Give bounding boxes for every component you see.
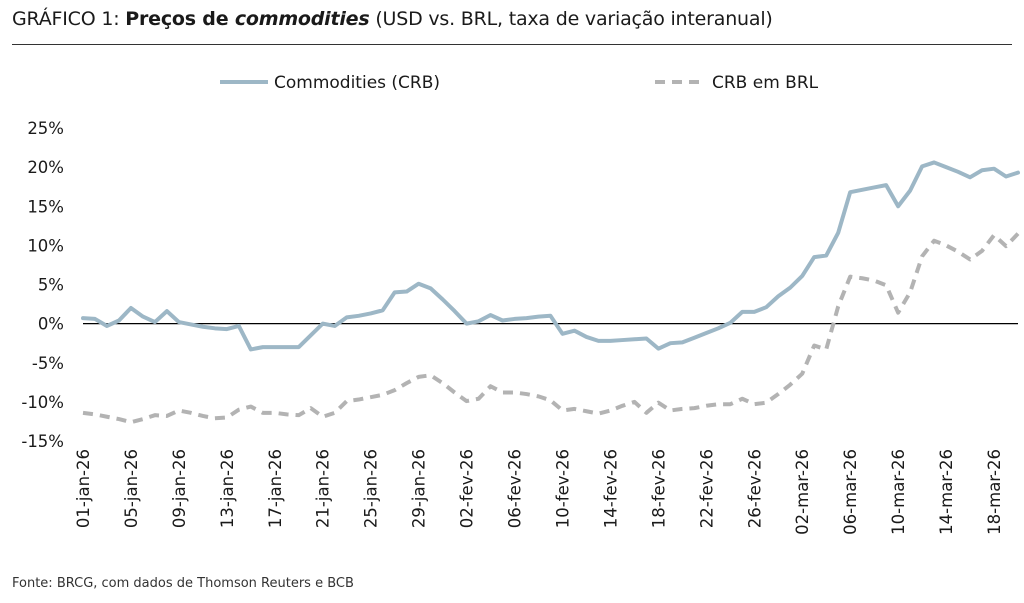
x-tick-label: 02-mar-26 — [793, 449, 812, 535]
y-tick-label: -5% — [32, 354, 64, 373]
x-tick-label: 25-jan-26 — [362, 449, 381, 528]
x-tick-label: 06-mar-26 — [841, 449, 860, 535]
x-tick-label: 14-mar-26 — [937, 449, 956, 535]
x-tick-label: 21-jan-26 — [314, 449, 333, 528]
legend-label: CRB em BRL — [712, 73, 819, 93]
x-tick-label: 18-fev-26 — [649, 449, 668, 528]
x-tick-label: 29-jan-26 — [410, 449, 429, 528]
title-bold-italic: commodities — [234, 8, 370, 30]
x-tick-label: 02-fev-26 — [458, 449, 477, 528]
x-tick-label: 13-jan-26 — [218, 449, 237, 528]
x-tick-label: 10-fev-26 — [553, 449, 572, 528]
x-axis: 01-jan-26 05-jan-26 09-jan-26 13-jan-26 17-j… — [74, 449, 1004, 535]
plot-area — [81, 160, 1020, 425]
commodities-chart: Commodities (CRB) CRB em BRL -15% -10% -5% 0… — [21, 73, 1020, 535]
y-axis: -15% -10% -5% 0% 5% 10% 15% 20% 25% — [21, 119, 64, 451]
y-tick-label: 20% — [27, 158, 64, 177]
y-tick-label: -10% — [21, 393, 64, 412]
x-tick-label: 17-jan-26 — [266, 449, 285, 528]
legend-label: Commodities (CRB) — [274, 73, 440, 93]
y-tick-label: -15% — [21, 432, 64, 451]
title-bold: Preços de — [125, 8, 235, 30]
title-divider — [12, 44, 1012, 45]
x-tick-label: 18-mar-26 — [985, 449, 1004, 535]
y-tick-label: 0% — [38, 315, 64, 334]
y-tick-label: 5% — [38, 276, 64, 295]
series-line-crb-brl — [82, 232, 1020, 425]
series-line-crb — [81, 160, 1020, 352]
x-tick-label: 14-fev-26 — [601, 449, 620, 528]
x-tick-label: 26-fev-26 — [745, 449, 764, 528]
x-tick-label: 10-mar-26 — [889, 449, 908, 535]
x-tick-label: 05-jan-26 — [122, 449, 141, 528]
x-tick-label: 06-fev-26 — [506, 449, 525, 528]
x-tick-label: 01-jan-26 — [74, 449, 93, 528]
title-suffix: (USD vs. BRL, taxa de variação interanua… — [369, 8, 773, 30]
title-prefix: GRÁFICO 1: — [12, 8, 126, 30]
y-tick-label: 15% — [27, 197, 64, 216]
y-tick-label: 10% — [27, 236, 64, 255]
y-tick-label: 25% — [27, 119, 64, 138]
legend: Commodities (CRB) CRB em BRL — [220, 73, 819, 93]
source-note: Fonte: BRCG, com dados de Thomson Reuter… — [12, 576, 354, 591]
chart-title: GRÁFICO 1: Preços de commodities (USD vs… — [12, 8, 773, 30]
x-tick-label: 22-fev-26 — [697, 449, 716, 528]
x-tick-label: 09-jan-26 — [170, 449, 189, 528]
